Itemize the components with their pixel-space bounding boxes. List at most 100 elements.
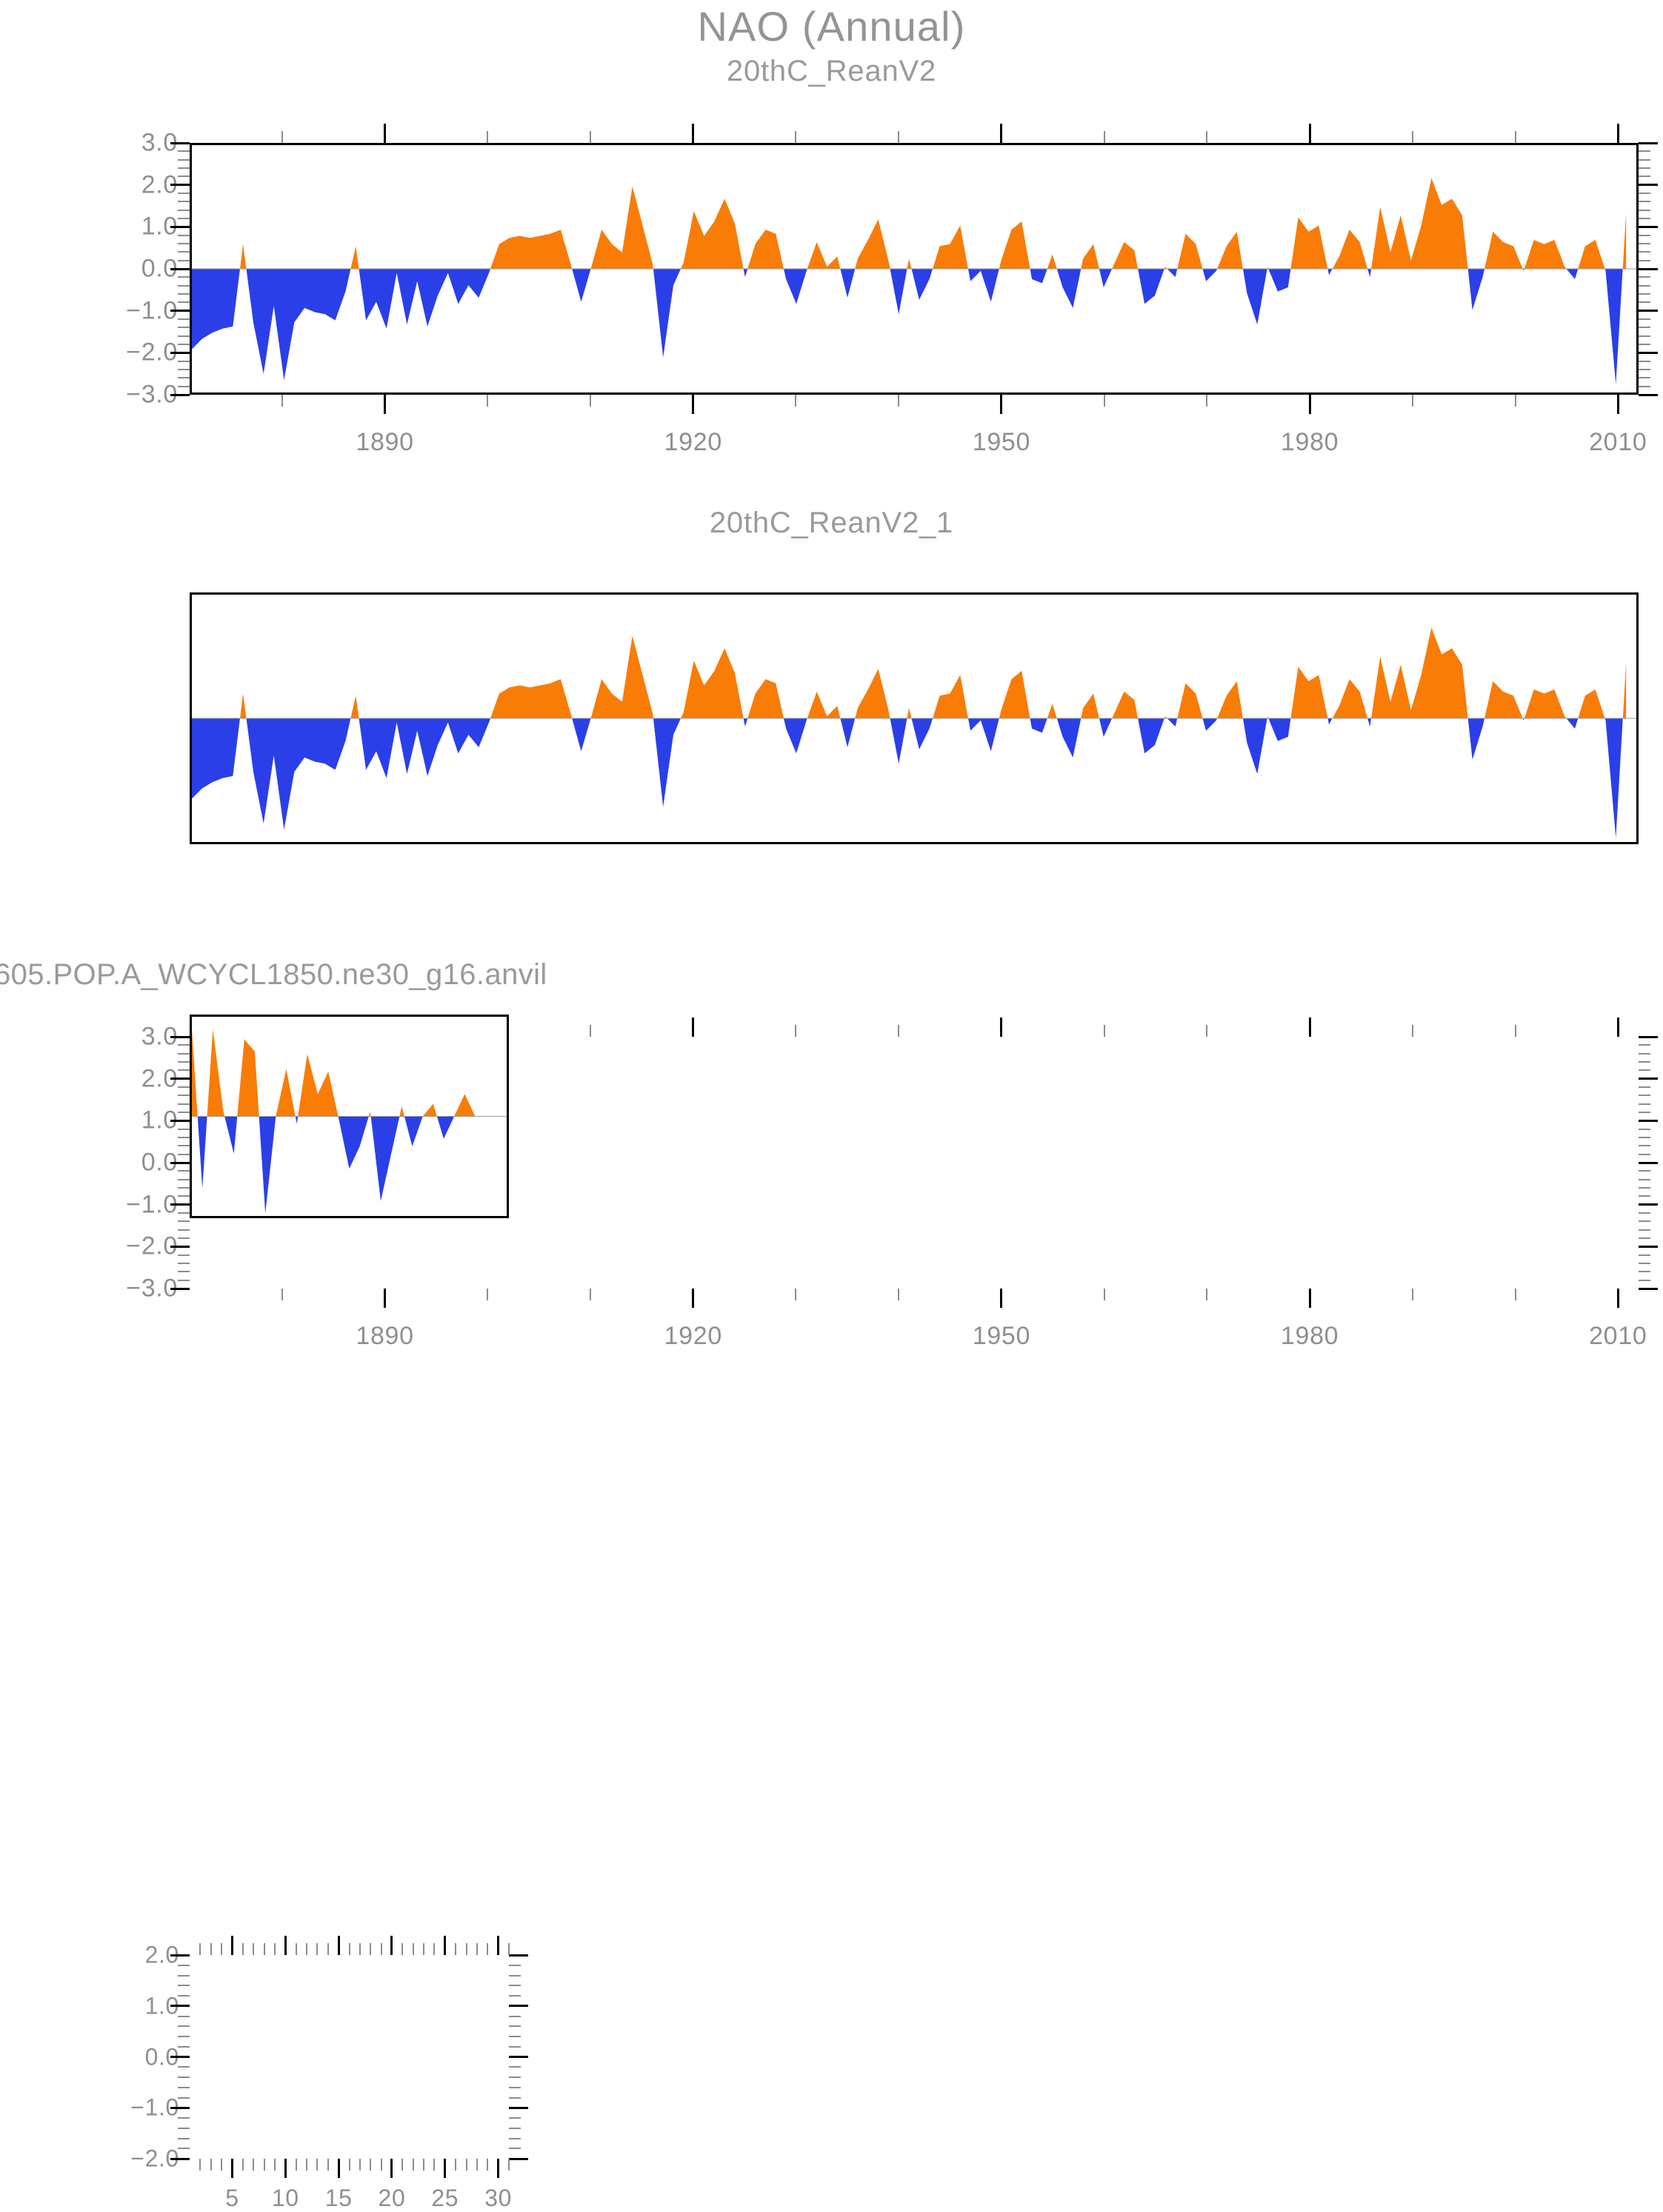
y-major-tick xyxy=(170,184,190,187)
x-minor-tick xyxy=(199,2159,201,2171)
y-minor-tick xyxy=(1639,259,1650,261)
y-minor-tick xyxy=(509,2045,521,2048)
y-tick-label: −3.0 xyxy=(126,1274,178,1303)
y-minor-tick xyxy=(1639,1178,1650,1180)
x-major-tick xyxy=(1000,124,1003,143)
x-minor-tick xyxy=(465,1943,467,1955)
y-tick-label: −3.0 xyxy=(126,380,178,409)
y-minor-tick xyxy=(178,2096,190,2099)
y-major-tick xyxy=(170,1954,190,1957)
y-minor-tick xyxy=(178,293,190,295)
x-minor-tick xyxy=(1103,1289,1105,1300)
y-minor-tick xyxy=(178,1178,190,1180)
x-major-tick xyxy=(230,1936,233,1955)
x-minor-tick xyxy=(487,131,489,143)
y-minor-tick xyxy=(178,1263,190,1264)
y-major-tick xyxy=(1639,1245,1658,1248)
x-minor-tick xyxy=(348,1943,350,1955)
y-major-tick xyxy=(1639,1287,1658,1290)
y-minor-tick xyxy=(509,1974,521,1977)
x-major-tick xyxy=(497,2159,500,2178)
y-minor-tick xyxy=(178,218,190,219)
x-minor-tick xyxy=(508,1943,510,1955)
x-minor-tick xyxy=(210,1943,212,1955)
x-tick-label: 20 xyxy=(378,2185,406,2211)
y-major-tick xyxy=(170,1161,190,1164)
y-minor-tick xyxy=(509,2086,521,2088)
x-major-tick xyxy=(390,1936,393,1955)
y-minor-tick xyxy=(1639,158,1650,161)
y-tick-label: 0.0 xyxy=(141,254,178,283)
y-minor-tick xyxy=(1639,1279,1650,1281)
x-minor-tick xyxy=(1103,131,1105,143)
x-tick-label: 2010 xyxy=(1589,428,1647,456)
y-minor-tick xyxy=(178,327,190,329)
x-major-tick xyxy=(692,124,695,143)
y-minor-tick xyxy=(178,167,190,169)
y-major-tick xyxy=(170,1077,190,1080)
y-minor-tick xyxy=(178,1985,190,1987)
x-minor-tick xyxy=(465,2159,467,2171)
x-tick-label: 2010 xyxy=(1589,1322,1647,1350)
y-major-tick xyxy=(1639,1119,1658,1122)
x-minor-tick xyxy=(898,395,900,407)
x-minor-tick xyxy=(433,1943,436,1955)
y-tick-label: 1.0 xyxy=(141,212,178,241)
y-minor-tick xyxy=(1639,1271,1650,1273)
x-minor-tick xyxy=(370,2159,372,2171)
y-minor-tick xyxy=(509,1995,521,1997)
x-minor-tick xyxy=(281,1289,283,1300)
x-minor-tick xyxy=(1103,395,1105,407)
y-minor-tick xyxy=(178,1069,190,1072)
y-major-tick xyxy=(1639,267,1658,270)
y-major-tick xyxy=(170,1203,190,1206)
x-minor-tick xyxy=(273,1943,276,1955)
y-minor-tick xyxy=(178,1153,190,1155)
x-major-tick xyxy=(444,2159,447,2178)
x-minor-tick xyxy=(253,2159,255,2171)
x-tick-label: 1980 xyxy=(1280,428,1339,456)
y-minor-tick xyxy=(178,1145,190,1147)
y-minor-tick xyxy=(178,150,190,153)
y-major-tick xyxy=(170,2056,190,2058)
y-minor-tick xyxy=(509,2036,521,2037)
x-minor-tick xyxy=(423,1943,425,1955)
x-tick-label: 1950 xyxy=(972,428,1031,456)
y-minor-tick xyxy=(178,259,190,261)
x-minor-tick xyxy=(476,1943,478,1955)
x-minor-tick xyxy=(795,1025,797,1037)
y-minor-tick xyxy=(1639,344,1650,345)
y-major-tick xyxy=(170,267,190,270)
x-minor-tick xyxy=(590,1289,592,1300)
y-major-tick xyxy=(509,2056,528,2058)
y-minor-tick xyxy=(178,1237,190,1239)
x-minor-tick xyxy=(359,1943,361,1955)
y-minor-tick xyxy=(178,251,190,253)
x-tick-label: 1920 xyxy=(664,1322,722,1350)
x-minor-tick xyxy=(487,1943,489,1955)
y-minor-tick xyxy=(1639,360,1650,362)
x-major-tick xyxy=(390,2159,393,2178)
y-minor-tick xyxy=(178,2036,190,2037)
y-minor-tick xyxy=(1639,1254,1650,1256)
y-tick-label: 2.0 xyxy=(144,1941,179,1968)
y-minor-tick xyxy=(178,2117,190,2119)
y-minor-tick xyxy=(1639,1229,1650,1231)
y-minor-tick xyxy=(178,243,190,244)
y-minor-tick xyxy=(178,176,190,178)
x-minor-tick xyxy=(455,1943,457,1955)
x-minor-tick xyxy=(316,1943,319,1955)
y-tick-label: 0.0 xyxy=(144,2043,179,2070)
x-major-tick xyxy=(1616,1018,1619,1037)
x-minor-tick xyxy=(380,2159,382,2171)
x-minor-tick xyxy=(263,2159,265,2171)
y-minor-tick xyxy=(178,1995,190,1997)
y-major-tick xyxy=(509,1954,528,1957)
y-minor-tick xyxy=(178,2148,190,2150)
x-minor-tick xyxy=(590,1025,592,1037)
x-tick-label: 5 xyxy=(225,2185,239,2211)
x-major-tick xyxy=(1308,395,1311,414)
y-major-tick xyxy=(509,2005,528,2008)
y-tick-label: −1.0 xyxy=(126,296,178,325)
x-minor-tick xyxy=(253,1943,255,1955)
